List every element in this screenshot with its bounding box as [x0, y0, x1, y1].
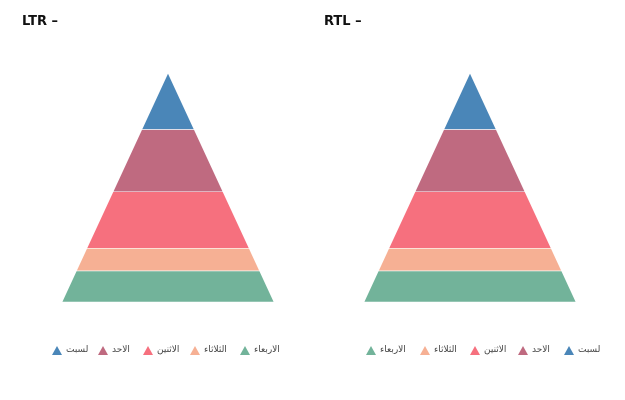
legend-label: الاحد [532, 345, 550, 355]
pyramid-chart [61, 72, 275, 303]
pyramid-segment[interactable] [86, 191, 250, 249]
legend-triangle-icon [98, 345, 108, 355]
legend-item[interactable]: الاثنين [143, 345, 183, 355]
chart-legend: الاربعاء الثلاثاء الاثنين الاحد لسبت [312, 345, 624, 363]
ltr-chart-panel: LTR – لسبت الاحد الاثنين الثلاثاء الاربعاء [0, 0, 312, 400]
rtl-chart-panel: RTL – الاربعاء الثلاثاء الاثنين الاحد لسبت [312, 0, 624, 400]
legend-item[interactable]: الاثنين [470, 345, 510, 355]
legend-item[interactable]: لسبت [52, 345, 92, 355]
pyramid-segment[interactable] [75, 247, 261, 272]
pyramid-chart [363, 72, 577, 303]
legend-label: الاربعاء [254, 345, 280, 355]
pyramid-segment[interactable] [61, 270, 275, 303]
pyramid-segment[interactable] [377, 247, 563, 272]
legend-triangle-icon [143, 345, 153, 355]
legend-triangle-icon [190, 345, 200, 355]
legend-label: الاثنين [484, 345, 507, 355]
legend-triangle-icon [564, 345, 574, 355]
pyramid-segment[interactable] [112, 129, 224, 193]
legend-item[interactable]: الاربعاء [366, 345, 410, 355]
chart-title: LTR – [22, 14, 59, 29]
legend-item[interactable]: الثلاثاء [420, 345, 461, 355]
legend-triangle-icon [52, 345, 62, 355]
pyramid-segment[interactable] [141, 72, 195, 130]
legend-triangle-icon [420, 345, 430, 355]
legend-label: الثلاثاء [204, 345, 227, 355]
chart-title: RTL – [324, 14, 362, 29]
legend-label: لسبت [66, 345, 89, 355]
legend-label: الاثنين [157, 345, 180, 355]
legend-triangle-icon [470, 345, 480, 355]
legend-label: لسبت [578, 345, 601, 355]
legend-item[interactable]: الاحد [518, 345, 554, 355]
legend-triangle-icon [240, 345, 250, 355]
legend-item[interactable]: الثلاثاء [190, 345, 231, 355]
legend-label: الاربعاء [380, 345, 406, 355]
legend-item[interactable]: لسبت [564, 345, 604, 355]
pyramid-segment[interactable] [388, 191, 552, 249]
pyramid-segment[interactable] [414, 129, 526, 193]
legend-triangle-icon [518, 345, 528, 355]
legend-item[interactable]: الاربعاء [240, 345, 284, 355]
legend-item[interactable]: الاحد [98, 345, 134, 355]
legend-label: الثلاثاء [434, 345, 457, 355]
pyramid-segment[interactable] [363, 270, 577, 303]
legend-triangle-icon [366, 345, 376, 355]
pyramid-segment[interactable] [443, 72, 497, 130]
legend-label: الاحد [112, 345, 130, 355]
chart-legend: لسبت الاحد الاثنين الثلاثاء الاربعاء [0, 345, 312, 363]
